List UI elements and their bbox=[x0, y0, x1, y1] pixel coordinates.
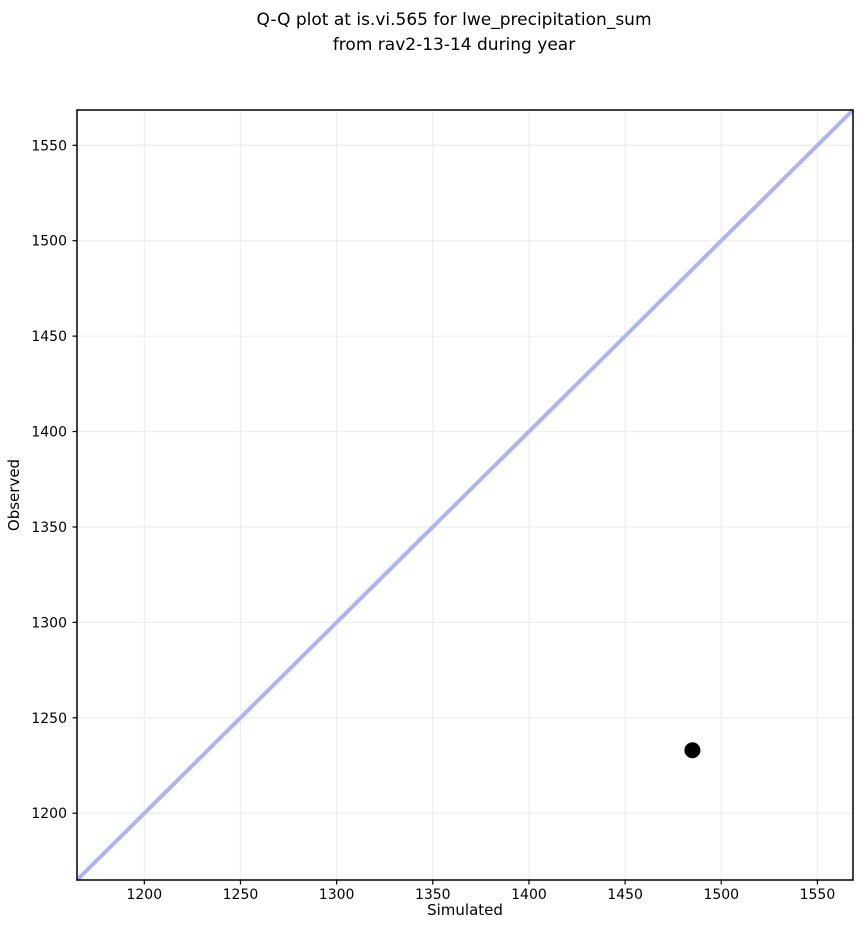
x-tick-label: 1350 bbox=[415, 887, 451, 903]
x-tick-label: 1450 bbox=[607, 887, 643, 903]
chart-title: Q-Q plot at is.vi.565 for lwe_precipitat… bbox=[256, 10, 652, 55]
y-tick-label: 1400 bbox=[31, 425, 67, 441]
x-tick-label: 1300 bbox=[319, 887, 355, 903]
y-tick-label: 1200 bbox=[31, 806, 67, 822]
y-tick-label: 1500 bbox=[31, 234, 67, 250]
x-tick-label: 1400 bbox=[511, 887, 547, 903]
identity-line bbox=[75, 108, 855, 882]
y-tick-label: 1300 bbox=[31, 615, 67, 631]
x-tick-label: 1250 bbox=[223, 887, 259, 903]
y-axis-label: Observed bbox=[5, 458, 23, 532]
x-tick-label: 1550 bbox=[800, 887, 836, 903]
y-tick-label: 1450 bbox=[31, 329, 67, 345]
data-point bbox=[684, 742, 701, 759]
x-tick-label: 1500 bbox=[703, 887, 739, 903]
y-tick-label: 1550 bbox=[31, 138, 67, 154]
x-tick-label: 1200 bbox=[126, 887, 162, 903]
y-tick-label: 1350 bbox=[31, 520, 67, 536]
x-axis-label: Simulated bbox=[427, 901, 503, 919]
plot-border bbox=[76, 109, 854, 881]
y-tick-label: 1250 bbox=[31, 711, 67, 727]
